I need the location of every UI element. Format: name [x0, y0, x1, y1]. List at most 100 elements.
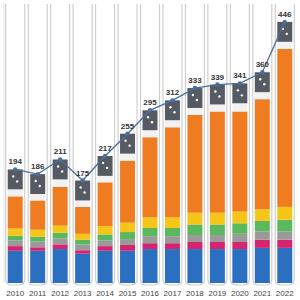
- bubble: [34, 180, 36, 182]
- total-marker: [238, 81, 242, 85]
- bar-segment: [277, 240, 292, 248]
- tube: [253, 4, 272, 285]
- bubble: [83, 191, 85, 193]
- data-label: 255: [121, 122, 135, 131]
- bar-segment: [210, 111, 225, 212]
- bar-segment: [210, 85, 225, 105]
- bar-segment: [165, 127, 180, 217]
- bar-segment: [165, 228, 180, 236]
- bar-segment: [232, 212, 247, 224]
- bar-segment: [255, 240, 270, 248]
- bar-segment: [120, 239, 135, 245]
- bubble: [61, 170, 63, 172]
- bar-segment: [53, 226, 68, 233]
- x-tick-label: 2010: [6, 289, 24, 298]
- bar-segment: [232, 249, 247, 283]
- tube: [208, 4, 227, 285]
- bubble: [79, 186, 81, 188]
- total-marker: [35, 172, 39, 176]
- x-tick-label: 2020: [231, 289, 249, 298]
- bubble: [124, 139, 126, 141]
- bar-segment: [187, 213, 202, 225]
- x-tick-label: 2012: [51, 289, 69, 298]
- bar-segment: [187, 115, 202, 213]
- tube: [230, 4, 249, 285]
- bar-segment: [8, 236, 23, 241]
- chart-container: 1941862111752172552953123333393413604462…: [0, 0, 300, 300]
- bar-segment: [75, 200, 90, 206]
- data-label: 175: [76, 169, 90, 178]
- bar-segment: [277, 207, 292, 220]
- bar-segment: [53, 239, 68, 245]
- bar-segment: [143, 110, 158, 130]
- bar-segment: [143, 249, 158, 283]
- bar-segment: [165, 243, 180, 249]
- bubble: [128, 144, 130, 146]
- bar-segment: [30, 241, 45, 247]
- bar-segment: [8, 189, 23, 196]
- bar-segment: [53, 187, 68, 226]
- bar-segment: [30, 194, 45, 200]
- total-marker: [58, 157, 62, 161]
- bar-segment: [210, 224, 225, 235]
- bar-segment: [98, 156, 113, 176]
- x-tick-label: 2022: [276, 289, 294, 298]
- bar-segment: [143, 130, 158, 137]
- bar-segment: [53, 233, 68, 239]
- bar-segment: [120, 245, 135, 251]
- total-marker: [260, 70, 264, 74]
- bar-segment: [8, 246, 23, 251]
- bar-segment: [232, 83, 247, 103]
- x-tick-label: 2016: [141, 289, 159, 298]
- bar-segment: [30, 247, 45, 251]
- bar-segment: [277, 49, 292, 207]
- total-marker: [215, 82, 219, 86]
- bubble: [259, 78, 261, 80]
- bar-segment: [98, 176, 113, 182]
- bubble: [12, 175, 14, 177]
- x-tick-label: 2018: [186, 289, 204, 298]
- bar-segment: [210, 249, 225, 283]
- total-marker: [125, 132, 129, 136]
- bar-segment: [75, 254, 90, 283]
- bubble: [102, 162, 104, 164]
- bar-segment: [210, 104, 225, 111]
- total-marker: [103, 154, 107, 158]
- bubble: [214, 90, 216, 92]
- bar-segment: [255, 209, 270, 221]
- bar-segment: [165, 217, 180, 228]
- bar-segment: [232, 234, 247, 242]
- data-label: 339: [211, 73, 225, 82]
- tube: [275, 4, 294, 285]
- bar-segment: [187, 249, 202, 283]
- bar-segment: [120, 154, 135, 161]
- bar-segment: [30, 237, 45, 242]
- bubble: [169, 106, 171, 108]
- bar-segment: [210, 235, 225, 242]
- bar-segment: [210, 213, 225, 225]
- bar-segment: [165, 236, 180, 243]
- bar-segment: [8, 196, 23, 228]
- bar-segment: [53, 249, 68, 283]
- bar-segment: [98, 226, 113, 234]
- bar-segment: [120, 161, 135, 223]
- tubes: [6, 4, 295, 285]
- x-tick-label: 2013: [74, 289, 92, 298]
- bar-segment: [8, 240, 23, 246]
- bubble: [218, 95, 220, 97]
- data-label: 333: [188, 76, 202, 85]
- bubble: [237, 89, 239, 91]
- bar-segment: [277, 220, 292, 232]
- bar-segment: [75, 207, 90, 234]
- bar-segment: [53, 244, 68, 249]
- bar-segment: [187, 235, 202, 242]
- x-tick-label: 2019: [208, 289, 226, 298]
- tube: [51, 4, 70, 285]
- bubble: [16, 180, 18, 182]
- x-tick-label: 2014: [96, 289, 114, 298]
- total-marker: [283, 20, 287, 24]
- bubble: [151, 121, 153, 123]
- bar-segment: [30, 251, 45, 283]
- tube: [73, 4, 92, 285]
- bar-segment: [120, 223, 135, 232]
